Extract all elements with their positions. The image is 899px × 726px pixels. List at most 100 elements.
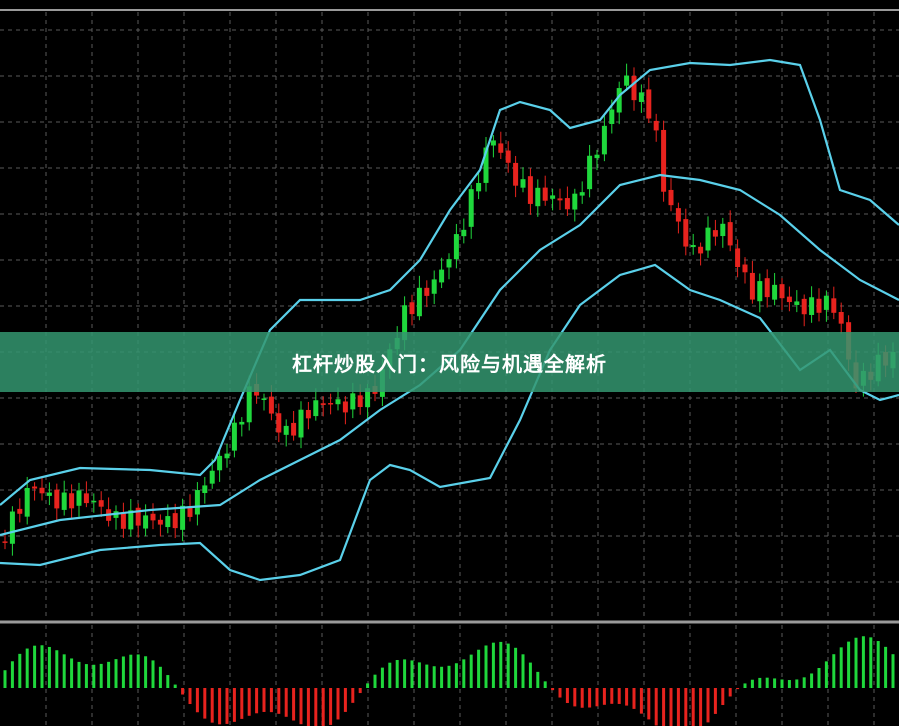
candle [32, 486, 38, 489]
histogram-bar [343, 688, 347, 712]
histogram-bar [721, 688, 725, 706]
candle [328, 403, 334, 405]
candle [39, 487, 45, 494]
candle [283, 425, 289, 435]
histogram-bar [121, 656, 125, 688]
histogram-bar [269, 688, 273, 713]
candle [572, 193, 578, 210]
histogram-bar [676, 688, 680, 726]
candle [172, 513, 178, 529]
histogram-bar [691, 688, 695, 726]
histogram-bar [306, 688, 310, 726]
candle [749, 272, 755, 300]
candle [505, 150, 511, 163]
candle [490, 140, 496, 146]
histogram-bar [166, 675, 170, 688]
histogram-bar [832, 654, 836, 688]
histogram-bar [292, 688, 296, 721]
candle [165, 516, 171, 528]
candle [24, 487, 30, 517]
candle [291, 422, 297, 436]
histogram-bar [321, 688, 325, 726]
histogram-bar [107, 661, 111, 688]
candle [661, 129, 667, 192]
candle [638, 92, 644, 102]
histogram-bar [410, 660, 414, 688]
histogram-bar [262, 688, 266, 712]
histogram-bar [454, 663, 458, 688]
candle [742, 264, 748, 273]
candle [276, 413, 282, 433]
candle [320, 403, 326, 405]
candle [180, 505, 186, 530]
candle [17, 508, 23, 514]
histogram-bar [632, 688, 636, 709]
histogram-bar [565, 688, 569, 704]
candle [579, 192, 585, 196]
histogram-bar [647, 688, 651, 720]
histogram-bar [188, 688, 192, 705]
candle [365, 388, 371, 408]
candle [120, 512, 126, 529]
candle [535, 187, 541, 207]
histogram-bar [40, 645, 44, 688]
candle [143, 515, 149, 529]
histogram-bar [77, 661, 81, 688]
candle [357, 395, 363, 408]
histogram-bar [625, 688, 629, 706]
candle [76, 490, 82, 506]
candle [735, 248, 741, 268]
histogram-bar [329, 688, 333, 725]
histogram-bar [869, 637, 873, 688]
middle-band [0, 173, 899, 537]
histogram-bar [795, 679, 799, 688]
histogram-bar [440, 666, 444, 688]
candle [46, 492, 52, 496]
candle [616, 88, 622, 113]
candle [313, 400, 319, 417]
candle [187, 506, 193, 517]
candle [772, 284, 778, 300]
candle [2, 541, 8, 543]
histogram-bar [129, 654, 133, 688]
histogram-bar [84, 664, 88, 688]
candle [150, 513, 156, 521]
histogram-bar [33, 645, 37, 688]
candle [624, 75, 630, 86]
histogram-bar [477, 649, 481, 688]
histogram-bar [462, 659, 466, 688]
histogram-bar [351, 688, 355, 703]
candle [157, 519, 163, 525]
candle [609, 109, 615, 124]
candle [54, 489, 60, 509]
candle [239, 421, 245, 425]
candle [801, 298, 807, 315]
histogram-bar [736, 688, 740, 690]
histogram-bar [10, 661, 14, 688]
title: 杠杆炒股入门：风险与机遇全解析 [292, 351, 607, 376]
candle [217, 455, 223, 471]
histogram-bar [758, 677, 762, 688]
histogram-bar [536, 671, 540, 688]
candle [653, 120, 659, 131]
candle [61, 492, 67, 510]
histogram-bar [810, 673, 814, 688]
candle [298, 409, 304, 438]
candle [675, 208, 681, 222]
histogram-bar [884, 646, 888, 688]
histogram-bar [144, 656, 148, 688]
histogram-bar [158, 666, 162, 688]
candle [779, 284, 785, 299]
candle [831, 298, 837, 313]
histogram-bar [617, 688, 621, 704]
candle [838, 312, 844, 324]
histogram-bar [3, 670, 7, 688]
upper-band [0, 58, 899, 506]
histogram-bar [514, 647, 518, 688]
histogram-bar [787, 680, 791, 688]
histogram-bar [195, 688, 199, 713]
histogram-bar [92, 664, 96, 688]
candle [646, 89, 652, 119]
candle [402, 305, 408, 341]
